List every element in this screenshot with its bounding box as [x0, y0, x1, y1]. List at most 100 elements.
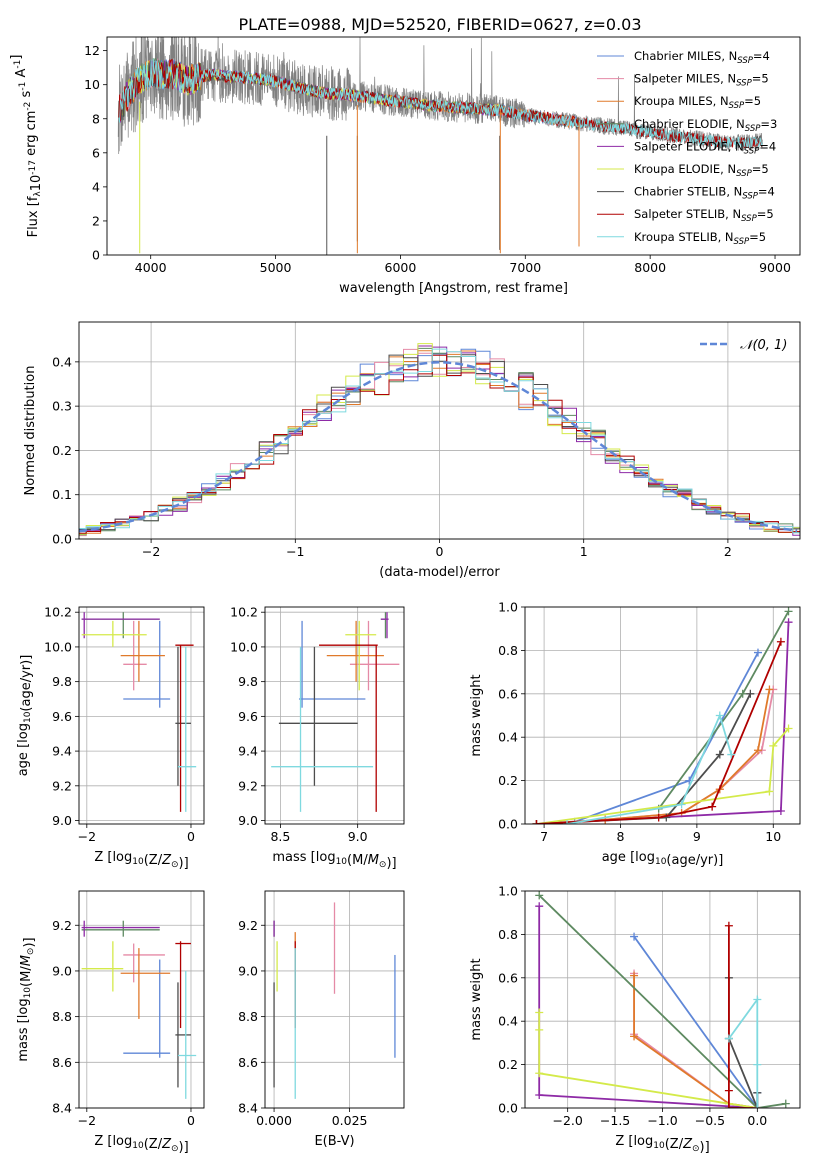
label-span: log — [16, 998, 31, 1018]
label-span: ] — [9, 55, 24, 60]
legend-text: Salpeter STELIB, N — [634, 207, 741, 221]
weight-marker-KroupaSTELIB — [753, 1104, 762, 1108]
legend-text: Salpeter ELODIE, N — [634, 139, 744, 153]
y-tick-label: 9.2 — [52, 918, 72, 933]
y-tick-label: 9.0 — [238, 813, 258, 828]
label-span: -17 — [28, 160, 38, 175]
weight-line-KroupaMILES — [633, 975, 758, 1108]
label-subscript: 10 — [23, 987, 33, 999]
weight-marker-KroupaELODIE — [765, 787, 774, 796]
x-axis-label: Z [log10(Z/Z⊙)] — [94, 850, 188, 871]
y-tick-label: 0 — [92, 248, 100, 263]
y-tick-label: 10.0 — [44, 639, 72, 654]
weight-line-ChabrierELODIE — [538, 894, 786, 1108]
axes-frame — [264, 890, 405, 1109]
weight-line-SalpeterMILES — [633, 973, 758, 1108]
legend-subscript: SSP — [737, 56, 753, 66]
weight-marker-KroupaELODIE — [535, 1008, 544, 1017]
y-tick-label: 9.4 — [238, 744, 258, 759]
y-tick-label: 9.0 — [52, 813, 72, 828]
legend-label-KroupaSTELIB: Kroupa STELIB, NSSP=5 — [634, 230, 766, 247]
weight-marker-SalpeterSTELIB — [708, 802, 717, 811]
label-subscript: 10 — [336, 857, 348, 867]
weight-marker-KroupaELODIE — [535, 1025, 544, 1034]
panel-residuals: −2 −1 0 1 2 0.0 0.1 0.2 0.3 0.4 𝒩(0, 1) (data-model… — [23, 321, 801, 580]
y-tick-label: 8.8 — [238, 1009, 258, 1024]
x-tick-label: −1.0 — [647, 1113, 677, 1128]
legend-text: Kroupa MILES, N — [634, 94, 729, 108]
x-tick-label: 9.0 — [348, 829, 368, 844]
y-tick-label: 0.2 — [498, 773, 518, 788]
label-span: (age/yr)] — [19, 655, 34, 712]
y-tick-label: 8.6 — [52, 1055, 72, 1070]
axes-frame — [78, 890, 205, 1109]
x-tick-label: 0 — [436, 544, 444, 559]
label-subscript: ⊙ — [171, 1144, 179, 1154]
label-span: -1 — [13, 60, 23, 69]
y-tick-label: 9.8 — [238, 674, 258, 689]
legend-subscript: SSP — [729, 101, 745, 111]
weight-marker-SalpeterSTELIB — [654, 813, 663, 822]
label-subscript: 10 — [653, 1141, 665, 1151]
legend-subscript: SSP — [734, 237, 750, 247]
x-tick-label: 4000 — [135, 260, 167, 275]
label-span: log — [112, 850, 132, 865]
age_vs_Z-plot-area — [81, 612, 197, 812]
label-subscript: λ — [33, 191, 43, 197]
y-tick-label: 8.4 — [238, 1101, 258, 1116]
histogram-SalpeterELODIE — [79, 345, 800, 536]
y-tick-label: 8.6 — [238, 1055, 258, 1070]
x-tick-label: 0 — [187, 1113, 195, 1128]
weight-marker-KroupaELODIE — [784, 724, 793, 733]
y-tick-label: 8 — [92, 111, 100, 126]
y-tick-label: 0.0 — [52, 532, 72, 547]
y-tick-label: 0.4 — [498, 730, 518, 745]
label-span: log — [112, 1134, 132, 1149]
x-tick-label: 9 — [693, 829, 701, 844]
weight_vs_Z-plot-area — [535, 891, 790, 1108]
weight-marker-SalpeterELODIE — [776, 806, 785, 815]
label-span: log — [633, 1134, 653, 1149]
legend-text: =4 — [759, 139, 776, 153]
y-tick-label: 2 — [92, 213, 100, 228]
y-axis-label: mass weight — [469, 958, 484, 1040]
y-tick-label: 10 — [84, 77, 100, 92]
weight-marker-KroupaSTELIB — [715, 711, 724, 720]
label-span: (data-model)/error — [379, 565, 500, 580]
label-span: (M/ — [19, 966, 34, 987]
label-span: )] — [179, 1140, 189, 1155]
label-subscript: ⊙ — [692, 1144, 700, 1154]
legend-text: Chabrier STELIB, N — [634, 185, 742, 199]
label-span: erg cm — [24, 111, 39, 160]
legend-text: =5 — [752, 162, 769, 176]
x-tick-label: −2 — [78, 829, 96, 844]
y-tick-label: 9.0 — [52, 963, 72, 978]
legend-text: =5 — [752, 72, 769, 86]
x-tick-label: 0 — [187, 829, 195, 844]
weight-marker-ChabrierSTELIB — [662, 813, 671, 822]
x-tick-label: 8000 — [634, 260, 666, 275]
label-span: age [ — [16, 743, 31, 776]
histogram-SalpeterMILES — [79, 348, 800, 537]
legend-subscript: SSP — [742, 192, 758, 202]
weight-marker-SalpeterSTELIB — [776, 637, 785, 646]
legend-label-SalpeterELODIE: Salpeter ELODIE, NSSP=4 — [634, 139, 776, 156]
weight-line-KroupaELODIE — [536, 727, 790, 824]
label-span: mass [ — [16, 1018, 31, 1061]
legend-label-ChabrierSTELIB: Chabrier STELIB, NSSP=4 — [634, 185, 775, 202]
weight-line-KroupaSTELIB — [566, 712, 733, 824]
legend-subscript: SSP — [736, 79, 752, 89]
weight-marker-ChabrierELODIE — [784, 607, 793, 616]
legend-label-ChabrierMILES: Chabrier MILES, NSSP=4 — [634, 49, 770, 66]
panel-weight_vs_Z: −2.0 −1.5 −1.0 −0.5 0.0 0.0 0.2 0.4 0.6 0.8 1.0 Z [… — [469, 884, 801, 1155]
x-tick-label: −2.0 — [552, 1113, 582, 1128]
model-spectrum-SalpeterSTELIB — [118, 58, 763, 149]
legend-subscript: SSP — [744, 146, 760, 156]
y-axis-label: mass weight — [469, 674, 484, 756]
weight-marker-SalpeterSTELIB — [724, 1104, 733, 1108]
weight-line-SalpeterSTELIB — [536, 641, 782, 824]
x-axis-label: Z [log10(Z/Z⊙)] — [94, 1134, 188, 1155]
label-span: log — [635, 850, 655, 865]
weight-marker-KroupaSTELIB — [724, 1034, 733, 1043]
